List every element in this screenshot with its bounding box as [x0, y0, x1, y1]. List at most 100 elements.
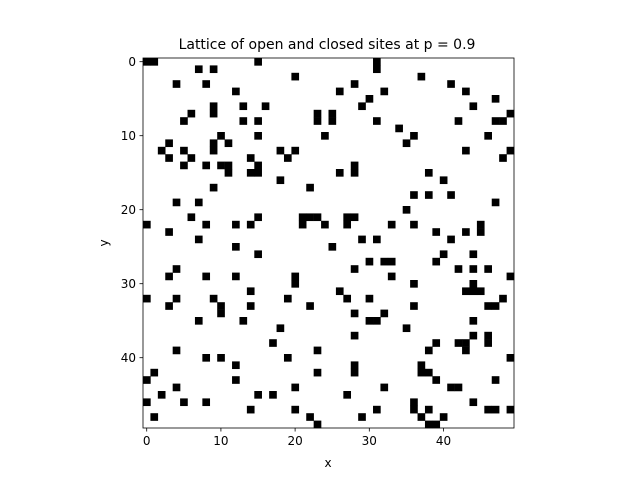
x-axis-label: x — [324, 456, 331, 470]
closed-site-cell — [306, 183, 314, 192]
closed-site-cell — [350, 265, 359, 273]
closed-site-cell — [417, 361, 426, 370]
closed-site-cell — [254, 132, 262, 140]
closed-site-cell — [410, 398, 418, 407]
closed-site-cell — [313, 420, 322, 429]
closed-site-cell — [217, 309, 225, 318]
closed-site-cell — [254, 117, 262, 125]
closed-site-cell — [209, 65, 218, 74]
closed-site-cell — [506, 354, 515, 362]
closed-site-cell — [484, 265, 492, 273]
closed-site-cell — [439, 250, 448, 259]
closed-site-cell — [321, 132, 329, 140]
y-tick-label: 30 — [121, 277, 136, 291]
closed-site-cell — [194, 198, 203, 207]
closed-site-cell — [239, 102, 248, 111]
closed-site-cell — [447, 80, 455, 88]
closed-site-cell — [313, 109, 322, 118]
closed-site-cell — [321, 220, 329, 229]
closed-site-cell — [343, 213, 352, 222]
closed-site-cell — [202, 220, 211, 229]
closed-site-cell — [402, 324, 411, 333]
closed-site-cell — [350, 361, 359, 370]
closed-site-cell — [306, 213, 314, 222]
closed-site-cell — [143, 294, 151, 303]
closed-site-cell — [343, 391, 352, 399]
closed-site-cell — [232, 243, 240, 251]
closed-site-cell — [350, 161, 359, 170]
closed-site-cell — [291, 280, 300, 288]
closed-site-cell — [380, 383, 389, 392]
closed-site-cell — [410, 405, 418, 414]
closed-site-cell — [432, 257, 441, 266]
y-axis-label: y — [97, 239, 111, 246]
closed-site-cell — [291, 405, 300, 414]
closed-site-cell — [143, 220, 151, 229]
closed-site-cell — [328, 243, 337, 251]
closed-site-cell — [335, 87, 344, 96]
closed-site-cell — [499, 294, 507, 303]
closed-site-cell — [232, 361, 240, 370]
closed-site-cell — [246, 302, 255, 310]
closed-site-cell — [172, 346, 181, 355]
closed-site-cell — [454, 117, 463, 125]
y-tick-label: 0 — [128, 55, 136, 69]
closed-site-cell — [454, 339, 463, 347]
closed-site-cell — [283, 294, 292, 303]
closed-site-cell — [313, 117, 322, 125]
closed-site-cell — [417, 72, 426, 81]
closed-site-cell — [202, 354, 211, 362]
closed-site-cell — [209, 183, 218, 192]
closed-site-cell — [424, 405, 433, 414]
closed-site-cell — [157, 146, 166, 155]
closed-site-cell — [484, 405, 492, 414]
closed-site-cell — [476, 228, 485, 236]
closed-site-cell — [410, 191, 418, 199]
closed-site-cell — [410, 280, 418, 288]
closed-site-cell — [143, 58, 151, 66]
closed-site-cell — [506, 405, 515, 414]
closed-site-cell — [328, 117, 337, 125]
closed-site-cell — [194, 235, 203, 244]
closed-site-cell — [499, 117, 507, 125]
y-tick-label: 20 — [121, 203, 136, 217]
closed-site-cell — [217, 302, 225, 310]
closed-site-cell — [469, 250, 478, 259]
closed-site-cell — [380, 257, 389, 266]
closed-site-cell — [202, 161, 211, 170]
closed-site-cell — [209, 109, 218, 118]
closed-site-cell — [239, 117, 248, 125]
closed-site-cell — [395, 124, 403, 133]
y-tick-label: 40 — [121, 351, 136, 365]
closed-site-cell — [239, 317, 248, 325]
closed-site-cell — [187, 213, 196, 222]
closed-site-cell — [387, 257, 396, 266]
closed-site-cell — [506, 146, 515, 155]
y-axis-ticks: 0 10 20 30 40 — [121, 55, 143, 365]
closed-site-cell — [335, 287, 344, 296]
closed-site-cell — [454, 383, 463, 392]
closed-site-cell — [194, 317, 203, 325]
closed-site-cell — [313, 368, 322, 377]
lattice-cells — [143, 58, 515, 429]
closed-site-cell — [313, 213, 322, 222]
closed-site-cell — [424, 420, 433, 429]
closed-site-cell — [291, 272, 300, 281]
closed-site-cell — [491, 302, 500, 310]
closed-site-cell — [217, 354, 225, 362]
closed-site-cell — [432, 339, 441, 347]
closed-site-cell — [209, 294, 218, 303]
closed-site-cell — [484, 331, 492, 340]
closed-site-cell — [469, 102, 478, 111]
closed-site-cell — [432, 420, 441, 429]
closed-site-cell — [291, 383, 300, 392]
y-tick-label: 10 — [121, 129, 136, 143]
closed-site-cell — [506, 272, 515, 281]
closed-site-cell — [350, 331, 359, 340]
closed-site-cell — [180, 117, 188, 125]
closed-site-cell — [484, 132, 492, 140]
closed-site-cell — [447, 191, 455, 199]
closed-site-cell — [365, 95, 374, 103]
closed-site-cell — [469, 331, 478, 340]
closed-site-cell — [365, 294, 374, 303]
